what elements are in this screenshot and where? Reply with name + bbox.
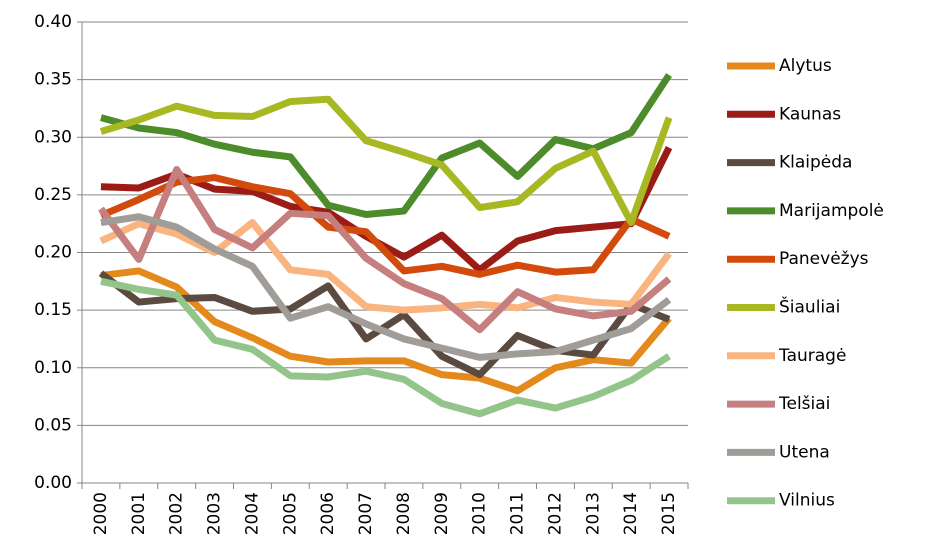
series-line <box>98 166 672 334</box>
x-tick-label: 2012 <box>545 492 565 535</box>
series-line <box>99 95 673 227</box>
legend-label: Alytus <box>779 56 832 76</box>
legend-label: Utena <box>779 442 830 462</box>
x-tick-label: 2001 <box>129 492 149 535</box>
x-tick-label: 2009 <box>432 492 452 535</box>
series-line <box>100 267 672 395</box>
x-tick-label: 2004 <box>242 492 262 535</box>
y-tick-label: 0.15 <box>34 300 72 320</box>
y-tick-label: 0.25 <box>34 185 72 205</box>
x-tick-label: 2007 <box>356 492 376 535</box>
x-tick-label: 2005 <box>280 492 300 535</box>
legend-label: Klaipėda <box>779 153 852 173</box>
x-tick-label: 2015 <box>659 492 679 535</box>
x-tick-label: 2010 <box>470 492 490 535</box>
legend-label: Marijampolė <box>779 201 884 221</box>
series-line <box>100 73 672 218</box>
y-tick-label: 0.35 <box>34 70 72 90</box>
x-tick-label: 2011 <box>508 492 528 535</box>
x-tick-label: 2003 <box>205 492 225 535</box>
x-tick-label: 2013 <box>583 492 603 535</box>
series-line <box>100 213 672 361</box>
y-tick-label: 0.00 <box>34 473 72 493</box>
y-tick-label: 0.05 <box>34 415 72 435</box>
x-tick-label: 2000 <box>91 492 111 535</box>
y-tick-label: 0.40 <box>34 12 72 32</box>
legend-label: Telšiai <box>778 394 830 414</box>
legend-label: Tauragė <box>778 346 846 366</box>
legend-label: Panevėžys <box>779 249 869 269</box>
x-tick-label: 2002 <box>167 492 187 535</box>
x-tick-label: 2006 <box>318 492 338 535</box>
series-line <box>99 174 671 278</box>
x-tick-label: 2008 <box>394 492 414 535</box>
series-line <box>99 219 672 314</box>
y-tick-label: 0.10 <box>34 358 72 378</box>
y-tick-label: 0.20 <box>34 243 72 263</box>
y-tick-label: 0.30 <box>34 127 72 147</box>
legend-label: Kaunas <box>779 104 841 124</box>
legend-label: Šiauliai <box>779 296 840 318</box>
x-tick-label: 2014 <box>621 492 641 535</box>
series-line <box>98 270 671 379</box>
legend-label: Vilnius <box>779 491 835 511</box>
series-line <box>100 277 671 418</box>
